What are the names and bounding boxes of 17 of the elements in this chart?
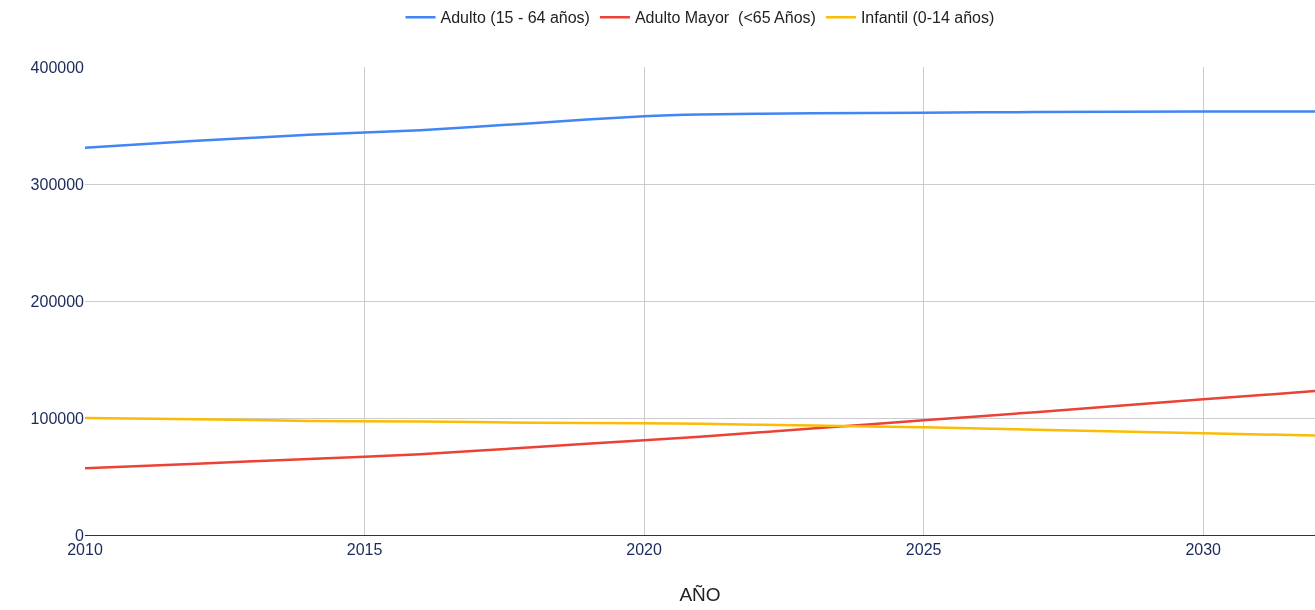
x-tick-label: 2015 (346, 541, 383, 559)
x-tick-label: 2030 (1185, 541, 1222, 559)
y-tick-label: 300000 (30, 175, 85, 193)
line-series (85, 389, 1315, 470)
line-series (85, 416, 1315, 437)
legend-label: Infantil (0-14 años) (860, 9, 995, 27)
x-axis-title: AÑO (679, 584, 721, 605)
y-tick-label: 200000 (30, 292, 85, 310)
y-tick-label: 0 (75, 526, 85, 544)
x-tick-label: 2025 (905, 541, 942, 559)
x-tick-label: 2020 (626, 541, 662, 559)
legend-label: Adulto (15 - 64 años) (440, 9, 590, 27)
legend-label: Adulto Mayor (<65 Años) (634, 9, 816, 27)
y-tick-label: 100000 (30, 409, 85, 427)
y-tick-label: 400000 (30, 58, 85, 76)
line-series (85, 110, 1315, 149)
x-tick-label: 2010 (67, 541, 103, 559)
